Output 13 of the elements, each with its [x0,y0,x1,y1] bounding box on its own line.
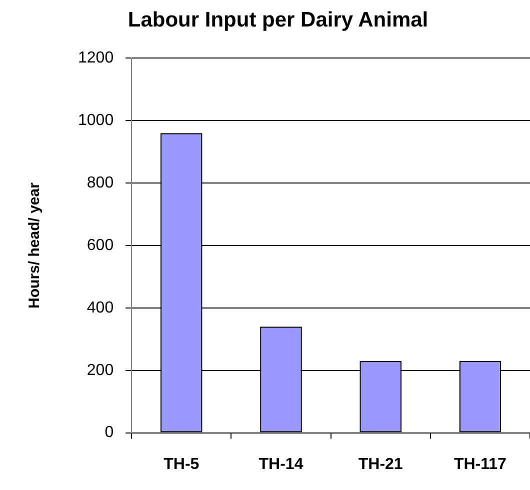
y-tick-label: 1200 [78,50,114,67]
y-tick-label: 1000 [78,112,114,130]
y-tick-label: 200 [86,362,114,379]
x-tick-label: TH-5 [164,456,200,473]
y-tick-label: 0 [104,424,114,442]
x-tick-label: TH-21 [358,456,403,473]
x-tick-label: TH-117 [454,456,507,473]
x-tick-label: TH-14 [258,456,304,473]
y-tick-label: 800 [86,174,114,192]
y-tick-label: 600 [86,236,114,254]
chart-title: Labour Input per Dairy Animal [128,8,428,32]
y-axis-title: Hours/ head/ year [26,182,44,308]
y-tick-label: 400 [86,299,114,316]
